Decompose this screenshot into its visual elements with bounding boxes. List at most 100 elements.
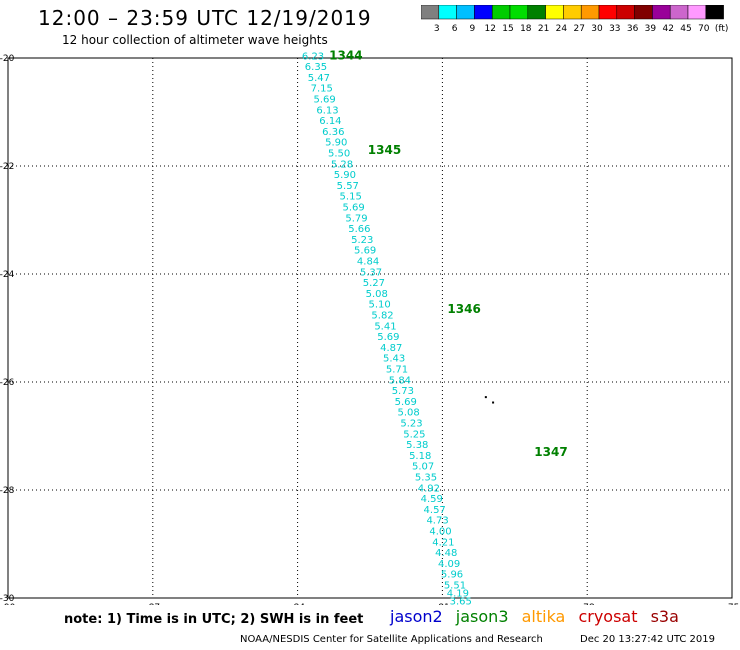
legend-label: 15	[502, 24, 513, 34]
wave-height-point: 4.73	[426, 516, 448, 527]
chart-subtitle: 12 hour collection of altimeter wave hei…	[62, 33, 328, 47]
wave-height-point: 5.69	[313, 95, 335, 106]
legend-label: 45	[680, 24, 691, 34]
note-text: note: 1) Time is in UTC; 2) SWH is in fe…	[64, 612, 364, 627]
wave-height-point: 3.65	[450, 597, 472, 605]
wave-height-point: 5.84	[389, 375, 411, 386]
wave-height-point: 5.69	[342, 203, 364, 214]
wave-height-point: 5.90	[334, 170, 356, 181]
marker-dot	[492, 401, 495, 404]
wave-height-point: 5.69	[354, 246, 376, 257]
wave-height-point: 4.92	[418, 483, 440, 494]
y-tick-label: -28	[0, 486, 15, 496]
wave-height-point: 5.27	[363, 278, 385, 289]
x-tick-label: -84	[290, 603, 305, 605]
x-tick-label: -78	[580, 603, 595, 605]
wave-height-point: 5.66	[348, 224, 370, 235]
wave-height-point: 6.14	[319, 116, 341, 127]
legend-label: 42	[662, 24, 673, 34]
wave-height-point: 4.87	[380, 343, 402, 354]
legend-label: 18	[520, 24, 532, 34]
wave-height-point: 5.96	[441, 570, 463, 581]
wave-height-point: 5.28	[331, 159, 353, 170]
y-tick-label: -24	[0, 270, 15, 280]
satellite-list: jason2 jason3 altika cryosat s3a	[390, 607, 687, 626]
wave-height-point: 5.69	[377, 332, 399, 343]
legend-label: 3	[434, 24, 440, 34]
satellite-s3a: s3a	[650, 607, 679, 626]
wave-height-point: 5.35	[415, 473, 437, 484]
wave-height-point: 5.08	[366, 289, 388, 300]
legend-label: 12	[484, 24, 495, 34]
legend-label: 24	[556, 24, 568, 34]
generated-timestamp: Dec 20 13:27:42 UTC 2019	[580, 634, 715, 645]
wave-height-point: 5.71	[386, 365, 408, 376]
wave-height-point: 5.37	[360, 267, 382, 278]
legend-label: 27	[573, 24, 584, 34]
color-legend: 3 6 9 12 15 18 21 24 27 30 33 36 39 42 45 70 (ft)	[421, 5, 729, 34]
legend-label: (ft)	[715, 24, 729, 34]
wave-height-point: 5.08	[397, 408, 419, 419]
wave-height-point: 5.82	[371, 311, 393, 322]
chart-title: 12:00 – 23:59 UTC 12/19/2019	[38, 6, 372, 30]
y-tick-label: -30	[0, 594, 15, 604]
pass-number-label: 1344	[329, 48, 362, 62]
wave-height-point: 5.41	[374, 321, 396, 332]
pass-number-label: 1346	[447, 302, 480, 316]
pass-number-label: 1345	[368, 143, 401, 157]
x-tick-label: -87	[145, 603, 160, 605]
wave-height-point: 5.10	[369, 300, 391, 311]
wave-height-point: 5.23	[351, 235, 373, 246]
wave-height-point: 5.50	[328, 149, 350, 160]
wave-height-point: 4.19	[447, 589, 469, 600]
wave-height-point: 4.84	[357, 257, 379, 268]
wave-height-point: 5.23	[400, 419, 422, 430]
legend-label: 6	[452, 24, 458, 34]
wave-height-point: 5.79	[345, 213, 367, 224]
wave-height-point: 5.25	[403, 429, 425, 440]
wave-height-point: 5.43	[383, 354, 405, 365]
wave-height-point: 5.47	[308, 73, 330, 84]
wave-height-point: 5.73	[392, 386, 414, 397]
wave-height-point: 5.07	[412, 462, 434, 473]
wave-height-point: 6.13	[316, 105, 338, 116]
footer-credit: NOAA/NESDIS Center for Satellite Applica…	[240, 634, 543, 645]
marker-dot	[484, 396, 487, 399]
wave-height-point: 7.15	[311, 84, 333, 95]
wave-height-point: 6.36	[322, 127, 344, 138]
satellite-altika: altika	[521, 607, 566, 626]
legend-label: 33	[609, 24, 620, 34]
x-tick-label: -90	[1, 603, 16, 605]
wave-height-point: 4.57	[424, 505, 446, 516]
wave-height-point: 5.57	[337, 181, 359, 192]
wave-height-point: 6.35	[305, 62, 327, 73]
legend-label: 21	[538, 24, 549, 34]
wave-height-map: -90 -87 -84 -81 -78 -75 -20 -22 -24 -26 -28 -30 6.23…	[0, 48, 740, 605]
legend-label: 30	[591, 24, 603, 34]
legend-label: 70	[698, 24, 710, 34]
wave-height-point: 5.69	[395, 397, 417, 408]
wave-height-point: 6.23	[302, 51, 324, 62]
wave-height-point: 4.09	[438, 559, 460, 570]
wave-height-point: 4.48	[435, 548, 457, 559]
pass-number-label: 1347	[534, 445, 567, 459]
wave-height-point: 4.21	[432, 537, 454, 548]
wave-height-point: 5.18	[409, 451, 431, 462]
y-tick-label: -22	[0, 162, 14, 172]
wave-height-point: 4.59	[421, 494, 443, 505]
y-tick-label: -26	[0, 378, 15, 388]
satellite-jason2: jason2	[390, 607, 443, 626]
wave-height-point: 5.15	[340, 192, 362, 203]
y-tick-label: -20	[0, 54, 15, 64]
wave-height-point: 4.00	[429, 527, 451, 538]
x-tick-label: -81	[435, 603, 450, 605]
legend-label: 39	[645, 24, 657, 34]
legend-label: 9	[470, 24, 476, 34]
satellite-jason3: jason3	[455, 607, 509, 626]
legend-swatch	[705, 5, 724, 20]
legend-label: 36	[627, 24, 639, 34]
wave-height-point: 5.38	[406, 440, 428, 451]
wave-height-point: 5.90	[325, 138, 347, 149]
x-tick-label: -75	[725, 603, 740, 605]
satellite-cryosat: cryosat	[578, 607, 638, 626]
